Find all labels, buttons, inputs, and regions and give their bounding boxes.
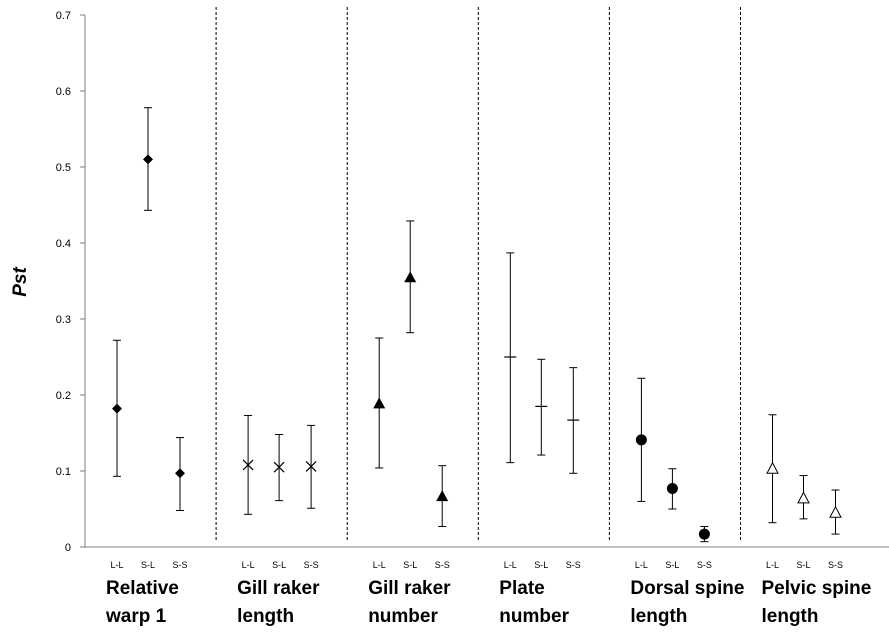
data-points <box>112 107 842 543</box>
group-separators <box>215 7 741 540</box>
triangle-marker <box>436 490 449 502</box>
group-labels: Relative warp 1 Gill raker length Gill raker… <box>105 578 871 627</box>
group-label-line: Relative <box>106 578 179 599</box>
category-label: S-S <box>566 560 581 570</box>
data-point-S-L <box>666 468 678 510</box>
y-tick-label: 0.6 <box>56 86 71 98</box>
group-label-line: length <box>630 606 687 627</box>
data-point-S-L <box>535 358 548 456</box>
category-label: S-S <box>304 560 319 570</box>
circle-marker <box>698 528 710 540</box>
data-point-S-S <box>305 424 317 509</box>
category-label: S-S <box>435 560 450 570</box>
data-point-S-S <box>829 489 842 535</box>
category-label: S-L <box>665 560 679 570</box>
category-label: L-L <box>635 560 648 570</box>
y-tick-label: 0.3 <box>56 314 71 326</box>
open-triangle-marker <box>797 491 810 504</box>
data-point-S-L <box>273 434 285 502</box>
group-label-line: warp 1 <box>105 606 167 627</box>
y-tick-label: 0.2 <box>56 390 71 402</box>
data-point-S-S <box>175 437 185 512</box>
data-point-S-L <box>143 107 153 211</box>
category-label: S-L <box>141 560 155 570</box>
diamond-marker <box>112 403 122 414</box>
category-label: L-L <box>242 560 255 570</box>
x-marker <box>273 461 285 473</box>
category-labels: L-L S-L S-S L-L S-L S-S L-L S-L S-S L-L S-L S-S L-L S… <box>110 560 843 570</box>
group-label-line: number <box>368 606 438 627</box>
x-marker <box>305 461 317 472</box>
circle-marker <box>635 434 647 446</box>
axes <box>84 15 889 548</box>
data-point-S-L <box>404 220 417 334</box>
category-label: S-S <box>172 560 187 570</box>
data-point-L-L <box>373 337 386 469</box>
group-label-line: Pelvic spine <box>762 578 872 599</box>
diamond-marker <box>143 154 153 165</box>
category-label: S-S <box>828 560 843 570</box>
y-axis-label: Pst <box>10 267 31 297</box>
data-point-S-S <box>436 465 449 527</box>
group-label-line: Gill raker <box>368 578 451 599</box>
category-label: S-L <box>534 560 548 570</box>
data-point-L-L <box>242 415 254 515</box>
triangle-marker <box>373 397 386 409</box>
group-label-line: length <box>237 606 294 627</box>
y-tick-label: 0.1 <box>56 466 71 478</box>
y-tick-label: 0.4 <box>56 238 71 250</box>
group-label-line: number <box>499 606 569 627</box>
group-label-line: Dorsal spine <box>630 578 744 599</box>
y-tick-label: 0 <box>65 542 71 554</box>
diamond-marker <box>175 468 185 479</box>
data-point-S-L <box>797 475 810 520</box>
y-tick-labels: 0 0.1 0.2 0.3 0.4 0.5 0.6 0.7 <box>56 10 85 554</box>
category-label: L-L <box>373 560 386 570</box>
x-marker <box>242 459 254 471</box>
category-label: L-L <box>504 560 517 570</box>
data-point-L-L <box>112 339 122 477</box>
open-triangle-marker <box>829 505 842 518</box>
data-point-L-L <box>504 252 517 464</box>
category-label: L-L <box>110 560 123 570</box>
open-triangle-marker <box>766 461 779 474</box>
data-point-L-L <box>635 377 647 502</box>
group-label-line: length <box>762 606 819 627</box>
y-tick-label: 0.7 <box>56 10 71 22</box>
category-label: L-L <box>766 560 779 570</box>
category-label: S-L <box>272 560 286 570</box>
circle-marker <box>666 482 678 494</box>
category-label: S-L <box>796 560 810 570</box>
y-tick-label: 0.5 <box>56 162 71 174</box>
data-point-L-L <box>766 414 779 524</box>
triangle-marker <box>404 271 417 283</box>
data-point-S-S <box>698 525 710 543</box>
category-label: S-S <box>697 560 712 570</box>
group-label-line: Gill raker <box>237 578 320 599</box>
group-label-line: Plate <box>499 578 544 599</box>
category-label: S-L <box>403 560 417 570</box>
data-point-S-S <box>567 367 580 474</box>
